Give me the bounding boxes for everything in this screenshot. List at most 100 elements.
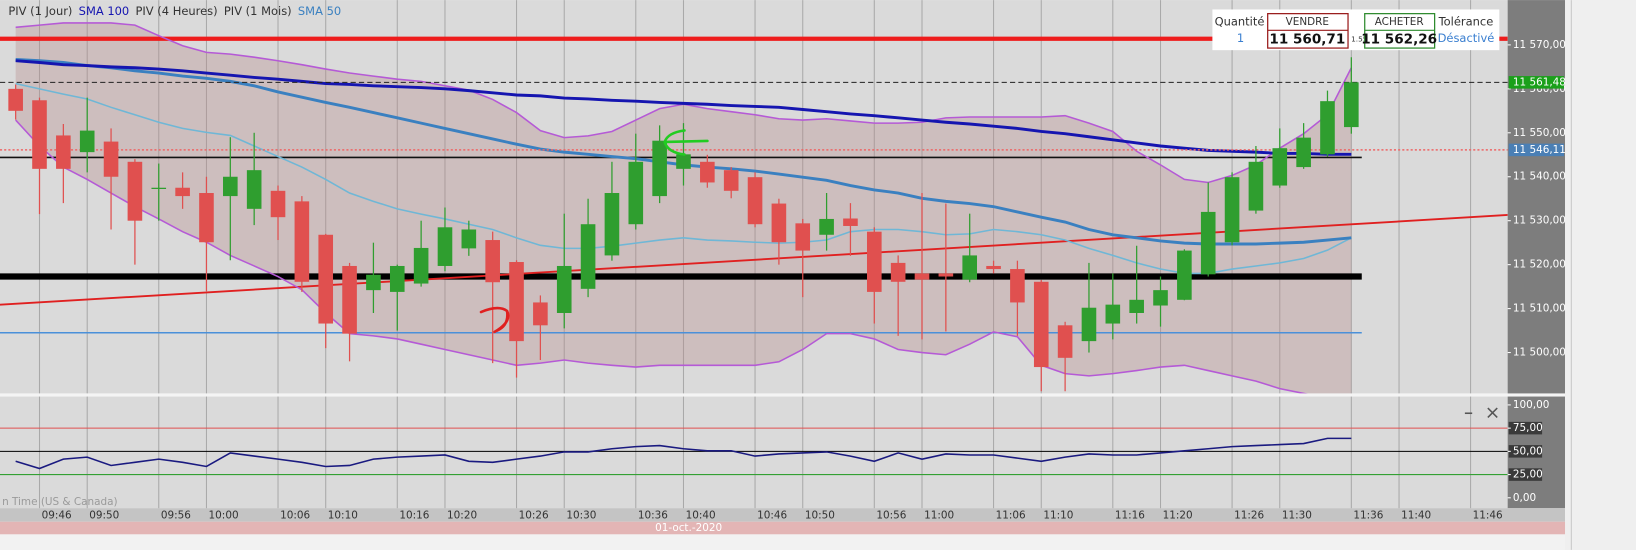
sell-label: VENDRE — [1286, 16, 1329, 28]
x-tick-label: 10:36 — [638, 509, 668, 521]
oscillator-series — [0, 427, 1508, 476]
candle-body — [1344, 82, 1359, 128]
trade-panel: Quantité 1 VENDRE 11 560,71 1.55 ACHETER… — [1212, 9, 1500, 51]
indicator-line — [15, 82, 1352, 275]
candle-body — [1296, 137, 1311, 168]
candle-body — [986, 265, 1001, 270]
candle-body — [676, 154, 691, 169]
y-tick-label: 11 510,00 — [1513, 303, 1566, 315]
candle-body — [938, 273, 954, 277]
legend-item: SMA 50 — [298, 4, 341, 18]
candle-body — [1177, 250, 1192, 300]
x-tick-label: 10:06 — [280, 509, 310, 521]
candle-body — [270, 190, 286, 218]
price-marker-box — [1508, 143, 1565, 157]
candle-body — [318, 234, 334, 324]
candle-body — [1033, 281, 1049, 368]
x-tick-label: 10:16 — [399, 509, 429, 521]
price-marker-label: 11 546,11 — [1513, 144, 1566, 156]
x-tick-label: 11:06 — [996, 509, 1026, 521]
candle-body — [175, 187, 190, 197]
candle-body — [1010, 269, 1025, 303]
candle-body — [556, 265, 572, 313]
sell-price: 11 560,71 — [1269, 32, 1345, 48]
candle-body — [79, 130, 95, 153]
tolerance-label: Tolérance — [1438, 14, 1494, 28]
price-marker-box — [1508, 76, 1565, 89]
candle-body — [1200, 211, 1216, 275]
y-tick-label: 11 500,00 — [1513, 347, 1566, 359]
x-tick-label: 10:10 — [328, 509, 358, 521]
x-tick-label: 10:30 — [566, 509, 596, 521]
oscillator-line — [15, 437, 1352, 470]
legend-item: PIV (1 Mois) — [224, 4, 292, 18]
candle-body — [1057, 325, 1073, 358]
annotations — [479, 129, 709, 334]
x-tick-label: 09:46 — [42, 509, 72, 521]
quantity-input[interactable]: 1 — [1237, 31, 1244, 45]
trendline — [0, 214, 1508, 306]
hand-arrow-red — [479, 306, 510, 334]
buy-label: ACHETER — [1375, 16, 1424, 28]
oscillator-tick-label: 0,00 — [1513, 492, 1536, 504]
oscillator-tick-label: 25,00 — [1513, 469, 1543, 481]
y-tick-label: 11 570,00 — [1513, 39, 1566, 51]
price-marker-label: 11 561,48 — [1513, 76, 1566, 88]
candle-body — [127, 161, 143, 221]
main-series — [0, 22, 1508, 394]
candle-body — [700, 161, 715, 183]
trade-panel-bg — [1212, 9, 1500, 51]
x-tick-label: 11:40 — [1401, 509, 1431, 521]
candle-body — [56, 135, 71, 169]
candle-body — [1224, 177, 1240, 243]
right-strip — [1565, 0, 1636, 550]
candle-body — [771, 203, 787, 243]
indicator-line — [15, 59, 1352, 156]
x-tick-label: 11:30 — [1282, 509, 1312, 521]
candle-body — [723, 170, 739, 191]
indicator-line — [15, 119, 1308, 394]
oscillator-tick-box — [1508, 445, 1543, 458]
y-tick-label: 11 540,00 — [1513, 171, 1566, 183]
oscillator-plot — [0, 396, 1508, 509]
candle-body — [223, 176, 238, 197]
candle-body — [294, 201, 310, 282]
legend-item: PIV (4 Heures) — [136, 4, 218, 18]
candle-body — [32, 100, 47, 169]
candle-body — [389, 265, 405, 292]
candle-body — [1272, 148, 1288, 186]
oscillator-tick-label: 50,00 — [1513, 445, 1543, 457]
legend-item: SMA 100 — [79, 4, 130, 18]
candle-body — [914, 273, 930, 280]
oscillator-tick-label: 75,00 — [1513, 422, 1543, 434]
candle-body — [485, 240, 500, 283]
x-tick-label: 11:46 — [1473, 509, 1503, 521]
candle-body — [747, 177, 763, 225]
candle-body — [604, 193, 620, 256]
date-label: 01-oct.-2020 — [655, 522, 722, 534]
x-tick-label: 11:26 — [1234, 509, 1264, 521]
candle-body — [1105, 304, 1121, 324]
x-tick-label: 10:50 — [805, 509, 835, 521]
candle-body — [342, 265, 357, 334]
legend: PIV (1 Jour) SMA 100 PIV (4 Heures) PIV (1 … — [8, 4, 341, 18]
y-tick-label: 11 550,00 — [1513, 127, 1566, 139]
close-button[interactable] — [1487, 407, 1498, 418]
oscillator-tick-label: 100,00 — [1513, 399, 1549, 411]
candle-body — [962, 255, 978, 280]
candle-body — [509, 262, 524, 342]
x-tick-label: 09:56 — [161, 509, 191, 521]
candle-body — [461, 229, 477, 249]
axes: 09:46 09:50 09:56 10:00 10:06 10:10 10:16 10:20… — [42, 39, 1566, 522]
x-tick-label: 10:26 — [519, 509, 549, 521]
candle-body — [437, 227, 453, 266]
spread: 1.55 — [1351, 35, 1367, 44]
x-tick-label: 10:46 — [757, 509, 787, 521]
candle-body — [628, 161, 644, 225]
candle-body — [199, 193, 214, 243]
candle-body — [8, 88, 23, 111]
tolerance-value[interactable]: Désactivé — [1438, 31, 1495, 45]
x-tick-label: 10:56 — [876, 509, 906, 521]
